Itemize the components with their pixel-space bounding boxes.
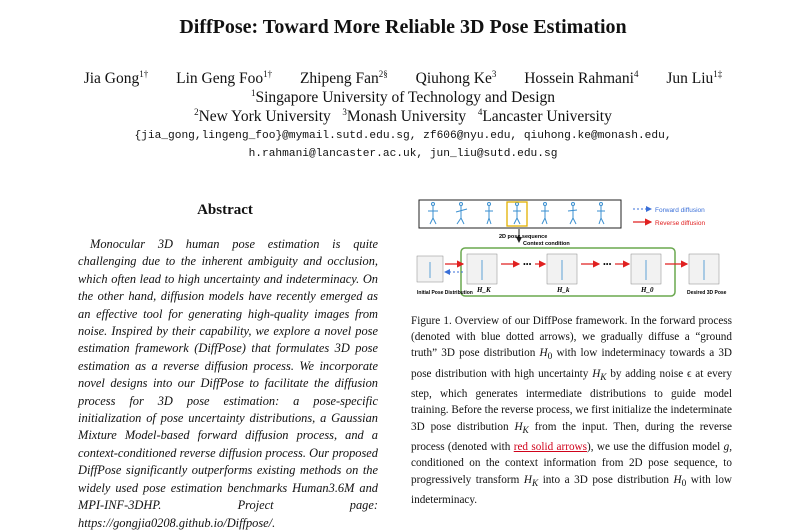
legend-forward-label: Forward diffusion	[655, 207, 705, 214]
pose-cubes	[416, 253, 720, 285]
label-initial: Initial Pose Distribution	[417, 290, 473, 296]
author: Jun Liu1‡	[666, 68, 723, 87]
overview-figure: Forward diffusion Reverse diffusion 2D p…	[416, 199, 727, 297]
author: Zhipeng Fan2§	[299, 68, 388, 87]
seq-label: 2D pose sequence	[499, 234, 547, 240]
paper-title: DiffPose: Toward More Reliable 3D Pose E…	[179, 16, 627, 38]
label-hk2: H_k	[556, 286, 570, 294]
abstract-heading: Abstract	[197, 202, 253, 218]
abstract-text: Monocular 3D human pose estimation is qu…	[78, 237, 378, 530]
affiliation-line: 1Singapore University of Technology and …	[250, 87, 556, 106]
legend-reverse-label: Reverse diffusion	[655, 220, 705, 227]
svg-text:•••: •••	[603, 260, 612, 269]
author: Jia Gong1†	[83, 68, 149, 87]
context-label: Context condition	[523, 241, 570, 247]
label-hk1: H_K	[476, 286, 492, 294]
abstract-body: Monocular 3D human pose estimation is qu…	[78, 236, 378, 532]
email-line: {jia_gong,lingeng_foo}@mymail.sutd.edu.s…	[134, 130, 672, 142]
ellipsis: •••	[523, 260, 532, 269]
affiliation-line: 2New York University 3Monash University …	[194, 106, 612, 125]
email-line: h.rahmani@lancaster.ac.uk, jun_liu@sutd.…	[248, 148, 558, 160]
author: Lin Geng Foo1†	[176, 68, 273, 87]
figure-caption: Figure 1. Overview of our DiffPose frame…	[411, 315, 732, 506]
red-arrows-link[interactable]: red solid arrows	[513, 441, 587, 454]
author: Qiuhong Ke3	[415, 68, 497, 87]
highlighted-frame	[506, 201, 528, 227]
label-desired: Desired 3D Pose	[687, 290, 727, 296]
pose-thumbnails	[428, 202, 605, 225]
label-h0: H_0	[640, 286, 654, 294]
author: Hossein Rahmani4	[524, 68, 639, 87]
author-list: Jia Gong1† Lin Geng Foo1† Zhipeng Fan2§ …	[0, 68, 806, 88]
